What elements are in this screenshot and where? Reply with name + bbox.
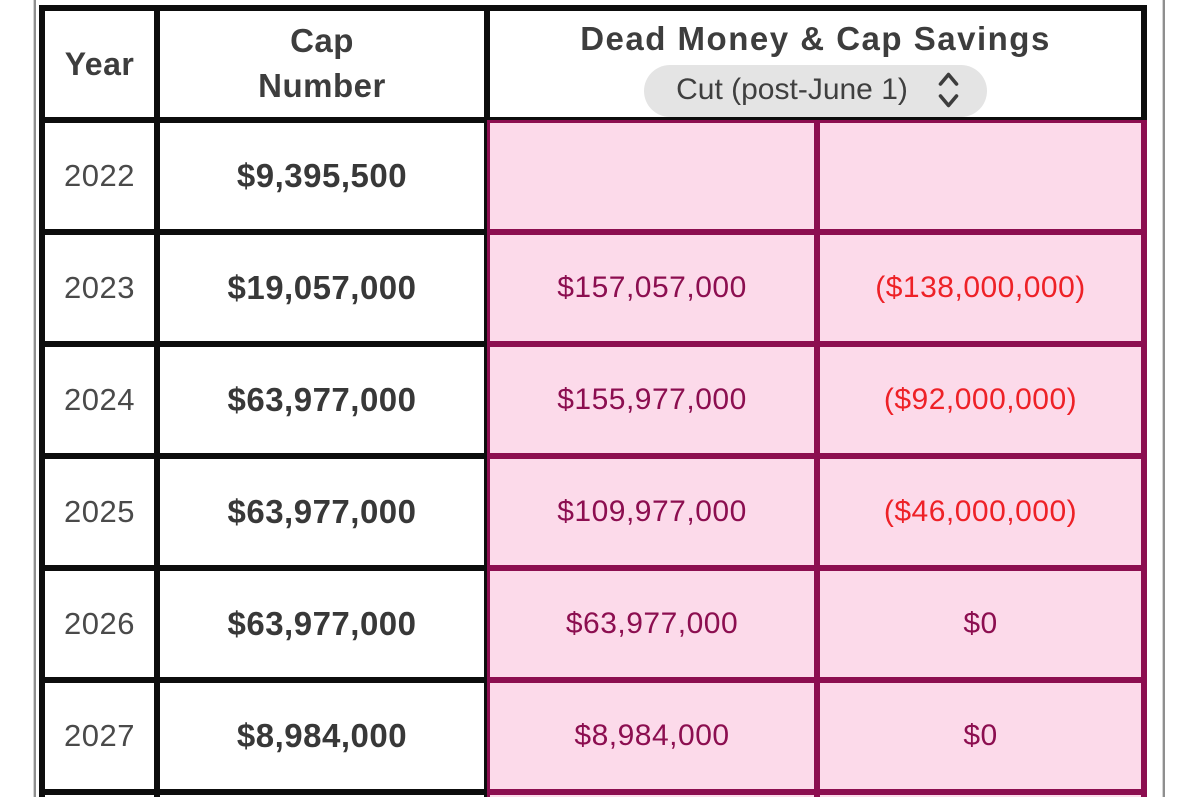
cap-savings-cell: ($92,000,000) xyxy=(817,344,1147,456)
dead-money-cell: $155,977,000 xyxy=(487,344,817,456)
table-row-2024: 2024 $63,977,000 $155,977,000 ($92,000,0… xyxy=(39,344,1147,456)
left-frame-line xyxy=(33,0,36,797)
dead-money-cell: $8,984,000 xyxy=(487,680,817,792)
cap-savings-cell: ($138,000,000) xyxy=(817,232,1147,344)
year-cell: 2025 xyxy=(39,456,157,568)
year-cell: 2024 xyxy=(39,344,157,456)
cap-number-cell: $19,057,000 xyxy=(157,232,487,344)
year-cell xyxy=(39,792,157,797)
table-row-2026: 2026 $63,977,000 $63,977,000 $0 xyxy=(39,568,1147,680)
cap-savings-cell xyxy=(817,792,1147,797)
header-row: Year Cap Number Dead Money & Cap Savings… xyxy=(39,5,1147,120)
right-frame-line xyxy=(1162,0,1165,797)
year-cell: 2022 xyxy=(39,120,157,232)
dead-money-cell xyxy=(487,792,817,797)
cap-savings-cell xyxy=(817,120,1147,232)
table-row-2025: 2025 $63,977,000 $109,977,000 ($46,000,0… xyxy=(39,456,1147,568)
cap-number-cell: $63,977,000 xyxy=(157,568,487,680)
dead-money-cell: $63,977,000 xyxy=(487,568,817,680)
scenario-select[interactable]: Cut (post-June 1) xyxy=(644,65,987,117)
table-row-partial xyxy=(39,792,1147,797)
cap-savings-cell: ($46,000,000) xyxy=(817,456,1147,568)
table-row-2022: 2022 $9,395,500 xyxy=(39,120,1147,232)
cap-number-cell: $63,977,000 xyxy=(157,344,487,456)
cap-savings-cell: $0 xyxy=(817,680,1147,792)
table-row-2027: 2027 $8,984,000 $8,984,000 $0 xyxy=(39,680,1147,792)
cap-savings-cell: $0 xyxy=(817,568,1147,680)
table-row-2023: 2023 $19,057,000 $157,057,000 ($138,000,… xyxy=(39,232,1147,344)
year-column-header: Year xyxy=(39,5,157,120)
cap-table: Year Cap Number Dead Money & Cap Savings… xyxy=(39,5,1147,797)
dead-money-cell: $157,057,000 xyxy=(487,232,817,344)
cap-number-column-header: Cap Number xyxy=(157,5,487,120)
year-cell: 2026 xyxy=(39,568,157,680)
year-cell: 2027 xyxy=(39,680,157,792)
cap-number-cell: $8,984,000 xyxy=(157,680,487,792)
dead-money-group-header: Dead Money & Cap Savings Cut (post-June … xyxy=(487,5,1147,120)
dead-money-cell xyxy=(487,120,817,232)
year-cell: 2023 xyxy=(39,232,157,344)
dead-money-cell: $109,977,000 xyxy=(487,456,817,568)
dead-money-group-title: Dead Money & Cap Savings xyxy=(580,20,1051,57)
cap-number-cell xyxy=(157,792,487,797)
updown-chevron-icon xyxy=(938,72,959,108)
cap-number-cell: $63,977,000 xyxy=(157,456,487,568)
cap-number-cell: $9,395,500 xyxy=(157,120,487,232)
scenario-select-value: Cut (post-June 1) xyxy=(676,73,908,106)
